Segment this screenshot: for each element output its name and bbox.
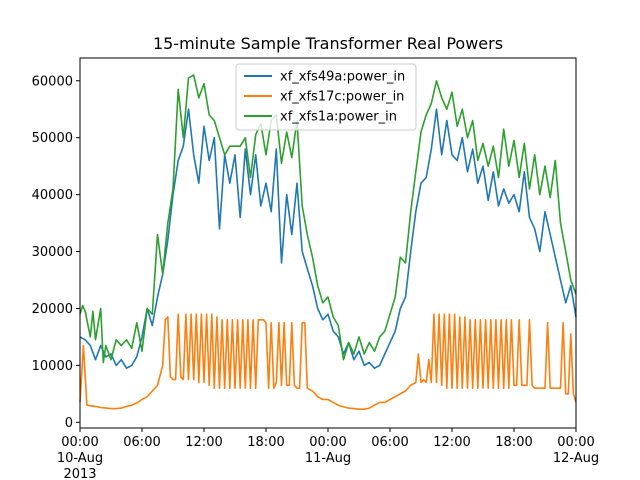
x-tick-label: 18:00: [495, 435, 532, 450]
legend-box: [235, 63, 417, 131]
x-tick-label: 18:00: [247, 435, 284, 450]
x-tick-label: 06:00: [123, 435, 160, 450]
x-tick-label: 12:00: [433, 435, 470, 450]
legend: xf_xfs49a:power_in xf_xfs17c:power_in xf_x…: [235, 63, 417, 131]
y-tick-label: 20000: [32, 302, 73, 317]
x-tick-label: 00:00 10-Aug 2013: [57, 435, 103, 480]
x-tick-label: 00:00 12-Aug: [553, 435, 599, 466]
legend-label-0: xf_xfs49a:power_in: [280, 70, 405, 85]
series-line-2: [79, 74, 577, 364]
x-tick-label: 00:00 11-Aug: [305, 435, 351, 466]
legend-label-1: xf_xfs17c:power_in: [280, 90, 404, 105]
series-line-1: [79, 313, 577, 410]
y-tick-label: 0: [65, 416, 73, 431]
x-tick-label: 06:00: [371, 435, 408, 450]
y-tick-label: 60000: [32, 74, 73, 89]
y-tick-label: 50000: [32, 131, 73, 146]
chart-title: 15-minute Sample Transformer Real Powers: [153, 34, 503, 53]
x-tick-label: 12:00: [185, 435, 222, 450]
x-axis: 00:00 10-Aug 2013 06:00 12:00 18:00 00:00 11-Au…: [57, 428, 599, 480]
series-layer: [79, 74, 577, 410]
y-tick-label: 40000: [32, 188, 73, 203]
y-tick-label: 10000: [32, 359, 73, 374]
legend-label-2: xf_xfs1a:power_in: [280, 110, 397, 125]
y-axis: 0 10000 20000 30000 40000 50000 60000: [32, 74, 80, 431]
y-tick-label: 30000: [32, 245, 73, 260]
